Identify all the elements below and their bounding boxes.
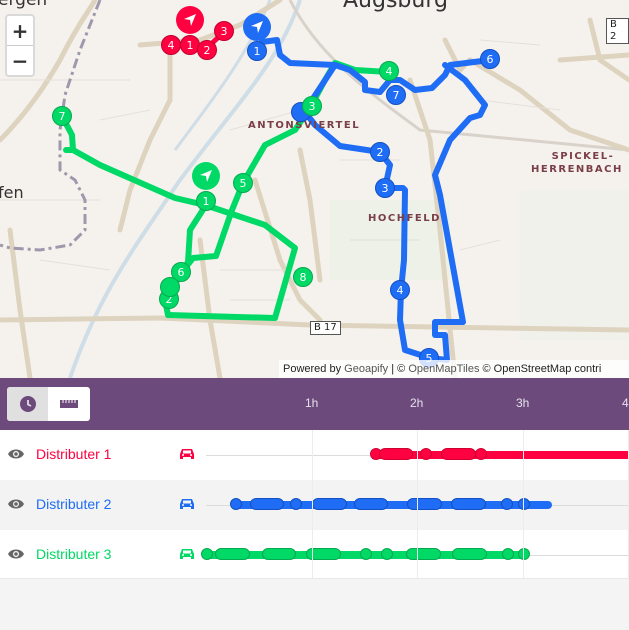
stop-dot[interactable] (475, 448, 487, 460)
distributer-name[interactable]: Distributer 3 (36, 546, 112, 562)
timeline-header: 1h 2h 3h 4 (0, 378, 629, 430)
distributer-name[interactable]: Distributer 1 (36, 446, 112, 462)
stop-marker[interactable]: 3 (375, 178, 395, 198)
work-block[interactable] (379, 448, 413, 460)
stop-dot[interactable] (201, 548, 213, 560)
route-timeline-bar[interactable] (236, 501, 552, 509)
work-block[interactable] (250, 498, 284, 510)
stop-dot[interactable] (518, 548, 530, 560)
timeline-mode-toggle (7, 387, 90, 421)
stop-marker[interactable]: 4 (390, 280, 410, 300)
eye-icon[interactable] (8, 498, 24, 510)
timeline-gridline (417, 430, 418, 578)
stop-marker[interactable]: 6 (480, 49, 500, 69)
distance-mode-button[interactable] (48, 387, 89, 421)
work-block[interactable] (441, 448, 476, 460)
time-mode-button[interactable] (7, 387, 48, 421)
stop-marker[interactable]: 3 (302, 96, 322, 116)
work-block[interactable] (406, 548, 441, 560)
road-shield: B 17 (310, 321, 341, 335)
map-label-district: HOCHFELD (368, 213, 441, 224)
district-line: HERRENBACH (531, 164, 623, 175)
stop-dot[interactable] (501, 498, 513, 510)
car-icon (180, 549, 194, 559)
attribution-text: Powered by (283, 363, 345, 375)
work-block[interactable] (262, 548, 296, 560)
distributer-name[interactable]: Distributer 2 (36, 496, 112, 512)
timeline-row-distributer-3: Distributer 3 (0, 530, 629, 580)
stop-marker[interactable]: 1 (196, 191, 216, 211)
route-timeline-bar[interactable] (372, 451, 629, 459)
stop-marker[interactable]: 6 (171, 262, 191, 282)
navigation-arrow-icon (200, 170, 212, 182)
district-line: SPICKEL- (551, 151, 615, 162)
map-view[interactable]: ergen Augsburg fen ANTONSVIERTEL HOCHFEL… (0, 0, 629, 378)
attribution-text: | © (388, 363, 409, 375)
route-start-marker[interactable] (192, 162, 220, 190)
route-start-marker[interactable] (243, 13, 271, 41)
map-label-district: ANTONSVIERTEL (248, 120, 361, 131)
stop-marker[interactable]: 5 (233, 173, 253, 193)
work-block[interactable] (407, 498, 442, 510)
stop-dot[interactable] (230, 498, 242, 510)
navigation-arrow-icon (184, 14, 196, 26)
work-block[interactable] (452, 548, 487, 560)
timeline-row-distributer-2: Distributer 2 (0, 480, 629, 530)
stop-marker[interactable]: 7 (52, 106, 72, 126)
stop-marker[interactable]: 4 (161, 35, 181, 55)
eye-icon[interactable] (8, 448, 24, 460)
map-label-town: ergen (0, 0, 48, 10)
stop-dot[interactable] (290, 498, 302, 510)
zoom-control: + − (5, 14, 35, 77)
stop-dot[interactable] (502, 548, 514, 560)
eye-icon[interactable] (8, 548, 24, 560)
map-attribution: Powered by Geoapify | © OpenMapTiles © O… (279, 360, 629, 378)
timeline-empty-area (0, 578, 629, 630)
work-block[interactable] (215, 548, 250, 560)
work-block[interactable] (306, 548, 341, 560)
map-label-district: SPICKEL- HERRENBACH (531, 150, 623, 176)
ruler-icon (59, 400, 78, 408)
navigation-arrow-icon (251, 21, 263, 33)
route-start-marker[interactable] (176, 6, 204, 34)
stop-dot[interactable] (360, 548, 372, 560)
timeline-tick: 2h (410, 396, 424, 410)
stop-marker[interactable]: 2 (370, 142, 390, 162)
clock-icon (19, 396, 36, 412)
stop-marker[interactable]: 2 (197, 40, 217, 60)
stop-dot[interactable] (420, 448, 432, 460)
map-label-city: Augsburg (343, 0, 448, 13)
stop-marker[interactable]: 4 (379, 61, 399, 81)
work-block[interactable] (451, 498, 486, 510)
timeline-tick: 3h (516, 396, 530, 410)
timeline-tick: 4 (622, 396, 629, 410)
work-block[interactable] (354, 498, 388, 510)
map-label-town: fen (0, 183, 24, 202)
timeline-gridline (312, 430, 313, 578)
stop-marker[interactable]: 7 (386, 85, 406, 105)
osm-link[interactable]: © OpenStreetMap contri (479, 363, 602, 375)
openmaptiles-link[interactable]: OpenMapTiles (408, 363, 480, 375)
car-icon (180, 499, 194, 509)
timeline-gridline (523, 430, 524, 578)
car-icon (180, 449, 194, 459)
geoapify-link[interactable]: Geoapify (344, 363, 389, 375)
stop-marker[interactable]: 8 (293, 267, 313, 287)
stop-dot[interactable] (381, 548, 393, 560)
stop-marker-cluster[interactable] (160, 277, 180, 297)
zoom-in-button[interactable]: + (7, 16, 33, 46)
road-shield: B 2 (606, 18, 629, 44)
stop-marker[interactable]: 3 (214, 21, 234, 41)
stop-dot[interactable] (518, 498, 530, 510)
timeline-row-distributer-1: Distributer 1 (0, 430, 629, 480)
zoom-out-button[interactable]: − (11, 48, 29, 73)
timeline-tick: 1h (305, 396, 319, 410)
work-block[interactable] (312, 498, 347, 510)
stop-marker[interactable]: 1 (247, 41, 267, 61)
